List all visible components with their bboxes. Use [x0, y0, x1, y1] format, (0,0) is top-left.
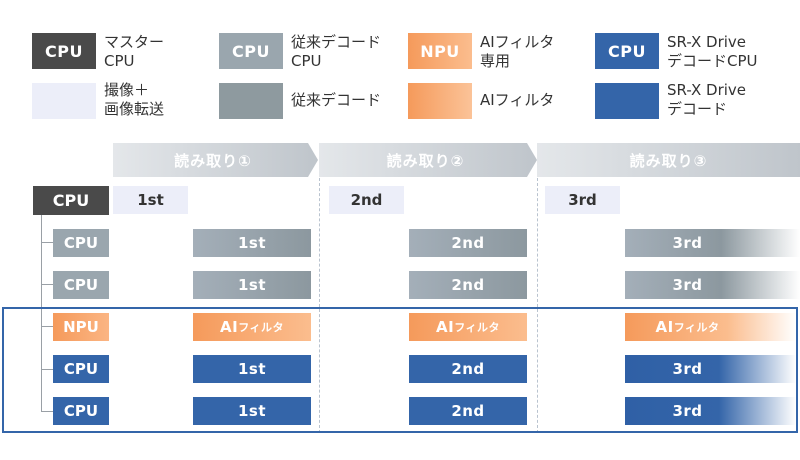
stage-separator-1 — [319, 178, 320, 433]
stage-label-3: 読み取り③ — [629, 151, 708, 170]
srx-block-row5-2: 2nd — [409, 397, 527, 425]
tree-branch-5 — [41, 411, 53, 412]
srx-block-row4-3: 3rd — [625, 355, 796, 383]
srx-block-row4-2: 2nd — [409, 355, 527, 383]
legend-swatch-ai-filter — [408, 83, 472, 119]
srx-block-row5-3: 3rd — [625, 397, 796, 425]
stage-label-1: 読み取り① — [174, 151, 252, 170]
legend-label-srx-cpu: SR-X Drive デコードCPU — [667, 33, 758, 70]
legend-label-master-cpu: マスター CPU — [104, 33, 165, 70]
stage-arrow-1-shape — [113, 143, 318, 177]
decode-block-row2-2: 2nd — [409, 271, 527, 299]
row-label-npu: NPU — [53, 313, 109, 341]
stage-arrow-2-shape — [319, 143, 537, 177]
legend-label-conventional-cpu: 従来デコード CPU — [291, 33, 382, 70]
ai-filter-block-3-filter: フィルタ — [673, 321, 720, 334]
stage-label-2: 読み取り② — [386, 151, 465, 170]
decode-block-row1-2: 2nd — [409, 229, 527, 257]
stage-arrow-3-shape — [537, 143, 800, 177]
ai-filter-block-3-ai: AI — [655, 318, 674, 336]
legend-label-ai-filter: AIフィルタ — [480, 91, 555, 109]
legend-label-npu: AIフィルタ 専用 — [480, 33, 555, 70]
legend-label-capture: 撮像＋ 画像転送 — [104, 81, 165, 118]
ai-filter-block-1-ai: AI — [220, 318, 239, 336]
tree-branch-4 — [41, 369, 53, 370]
legend-swatch-srx-cpu: CPU — [595, 33, 659, 69]
tree-trunk — [41, 214, 42, 411]
ai-filter-block-3: AI フィルタ — [625, 313, 796, 341]
capture-block-2: 2nd — [329, 186, 404, 214]
ai-filter-block-2-filter: フィルタ — [454, 321, 500, 334]
stage-separator-2 — [537, 178, 538, 433]
tree-branch-3 — [41, 326, 53, 327]
legend-swatch-srx-decode — [595, 83, 659, 119]
row-label-cpu-2: CPU — [53, 271, 109, 299]
row-label-srx-cpu-1: CPU — [53, 355, 109, 383]
row-label-cpu-1: CPU — [53, 229, 109, 257]
srx-block-row5-1: 1st — [193, 397, 311, 425]
legend-swatch-npu: NPU — [408, 33, 472, 69]
row-label-srx-cpu-2: CPU — [53, 397, 109, 425]
legend-swatch-conventional-decode — [219, 83, 283, 119]
legend-swatch-capture — [32, 83, 96, 119]
ai-filter-block-2: AI フィルタ — [409, 313, 527, 341]
ai-filter-block-1-filter: フィルタ — [238, 321, 284, 334]
capture-block-1: 1st — [113, 186, 188, 214]
tree-branch-1 — [41, 242, 53, 243]
decode-block-row2-3: 3rd — [625, 271, 800, 299]
tree-branch-2 — [41, 284, 53, 285]
ai-filter-block-2-ai: AI — [436, 318, 455, 336]
ai-filter-block-1: AI フィルタ — [193, 313, 311, 341]
srx-highlight-frame — [2, 307, 798, 433]
legend-swatch-conventional-cpu: CPU — [219, 33, 283, 69]
decode-block-row1-1: 1st — [193, 229, 311, 257]
master-cpu-label: CPU — [33, 186, 109, 215]
legend-label-conventional-decode: 従来デコード — [291, 91, 382, 109]
legend-label-srx-decode: SR-X Drive デコード — [667, 81, 747, 118]
capture-block-3: 3rd — [545, 186, 620, 214]
decode-block-row1-3: 3rd — [625, 229, 800, 257]
legend-swatch-master-cpu: CPU — [32, 33, 96, 69]
decode-block-row2-1: 1st — [193, 271, 311, 299]
srx-block-row4-1: 1st — [193, 355, 311, 383]
